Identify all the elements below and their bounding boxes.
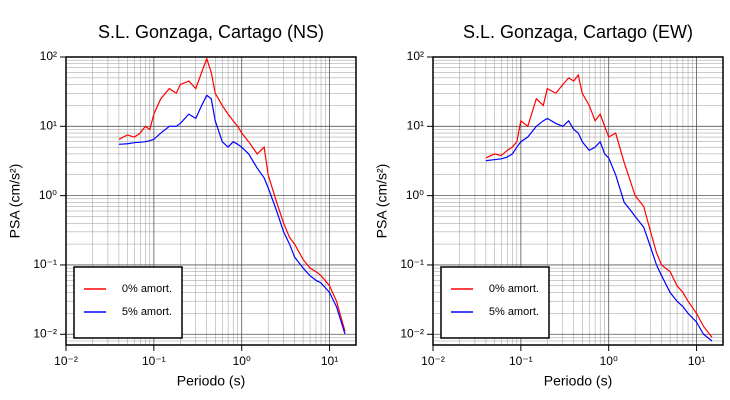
y-tick-label: 10⁻² bbox=[400, 326, 424, 340]
x-tick-label: 10⁰ bbox=[233, 354, 251, 368]
panel: S.L. Gonzaga, Cartago (NS) 10⁻² 10⁻¹ 10⁰ 10¹… bbox=[7, 22, 357, 389]
x-axis-label: Periodo (s) bbox=[544, 373, 612, 389]
x-tick-label: 10⁰ bbox=[600, 354, 618, 368]
x-tick-label: 10¹ bbox=[688, 354, 705, 368]
panel: S.L. Gonzaga, Cartago (EW) 10⁻² 10⁻¹ 10⁰ 10¹… bbox=[374, 22, 724, 389]
x-tick-label: 10¹ bbox=[321, 354, 338, 368]
y-axis-label: PSA (cm/s²) bbox=[7, 164, 23, 239]
legend-label: 0% amort. bbox=[489, 283, 539, 295]
plot-frame bbox=[432, 56, 724, 346]
plot-frame bbox=[65, 56, 357, 346]
y-axis-label: PSA (cm/s²) bbox=[374, 164, 390, 239]
x-tick-label: 10⁻² bbox=[54, 354, 78, 368]
y-tick-label: 10² bbox=[40, 49, 57, 63]
legend-label: 5% amort. bbox=[122, 306, 172, 318]
x-tick-label: 10⁻¹ bbox=[509, 354, 533, 368]
x-axis-label: Periodo (s) bbox=[177, 373, 245, 389]
chart-title: S.L. Gonzaga, Cartago (NS) bbox=[98, 22, 324, 42]
series-line bbox=[485, 73, 713, 338]
y-tick-label: 10⁻² bbox=[33, 326, 57, 340]
y-tick-label: 10² bbox=[407, 49, 424, 63]
x-tick-label: 10⁻² bbox=[421, 354, 445, 368]
legend-box bbox=[73, 266, 183, 339]
y-tick-label: 10⁻¹ bbox=[33, 257, 57, 271]
y-tick-label: 10¹ bbox=[40, 118, 57, 132]
legend-box bbox=[440, 266, 550, 339]
y-tick-label: 10⁰ bbox=[406, 188, 424, 202]
series-line bbox=[118, 57, 346, 332]
y-tick-label: 10⁻¹ bbox=[400, 257, 424, 271]
chart-title: S.L. Gonzaga, Cartago (EW) bbox=[463, 22, 693, 42]
legend-label: 5% amort. bbox=[489, 306, 539, 318]
y-tick-label: 10¹ bbox=[407, 118, 424, 132]
y-tick-label: 10⁰ bbox=[39, 188, 57, 202]
x-tick-label: 10⁻¹ bbox=[142, 354, 166, 368]
legend-label: 0% amort. bbox=[122, 283, 172, 295]
series-line bbox=[118, 94, 346, 335]
series-line bbox=[485, 117, 713, 342]
